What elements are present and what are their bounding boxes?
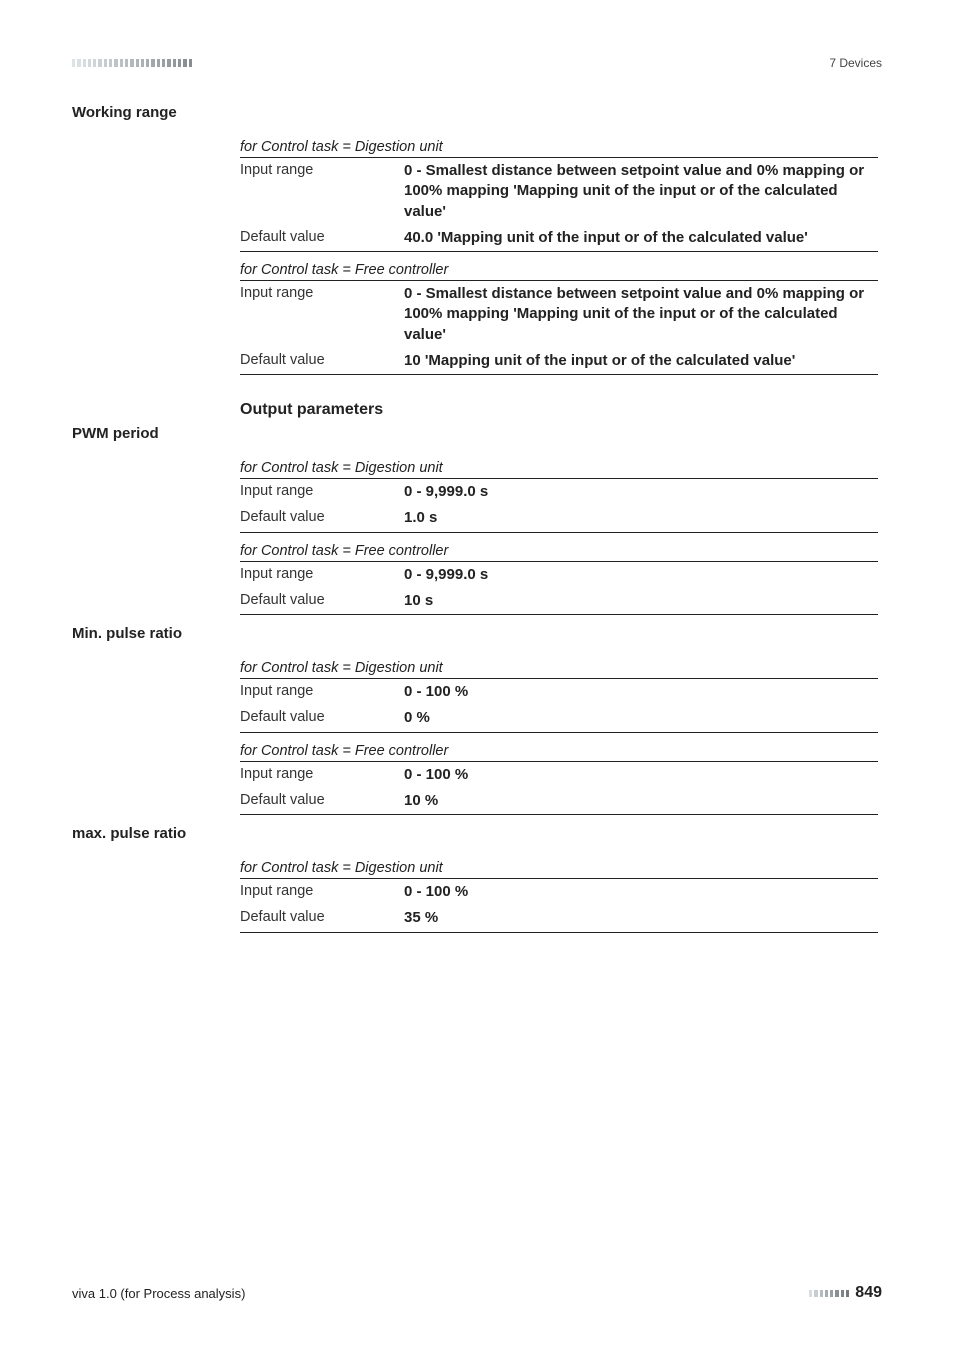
parameter-label: Default value <box>240 351 404 368</box>
section-heading: Working range <box>72 104 882 121</box>
parameter-table: Input range0 - 9,999.0 sDefault value10 … <box>240 561 878 616</box>
parameter-value: 10 s <box>404 591 878 611</box>
ornament-dash <box>167 59 170 67</box>
parameter-label: Default value <box>240 791 404 808</box>
ornament-dash <box>814 1290 817 1297</box>
ornament-dash <box>88 59 91 67</box>
header-ornament-dashes <box>72 59 192 67</box>
table-row: Default value10 'Mapping unit of the inp… <box>240 348 878 374</box>
footer-ornament-dashes <box>809 1290 849 1297</box>
table-row: Input range0 - 100 % <box>240 762 878 788</box>
table-row: Default value35 % <box>240 905 878 931</box>
parameter-value: 10 'Mapping unit of the input or of the … <box>404 351 878 371</box>
ornament-dash <box>125 59 128 67</box>
table-row: Input range0 - 100 % <box>240 679 878 705</box>
parameter-value: 0 - Smallest distance between setpoint v… <box>404 161 878 222</box>
context-caption: for Control task = Free controller <box>240 543 878 559</box>
parameter-label: Default value <box>240 591 404 608</box>
table-row: Input range0 - 9,999.0 s <box>240 562 878 588</box>
table-row: Default value10 s <box>240 588 878 614</box>
table-row: Default value0 % <box>240 705 878 731</box>
ornament-dash <box>183 59 186 67</box>
ornament-dash <box>151 59 154 67</box>
parameter-value: 0 - Smallest distance between setpoint v… <box>404 284 878 345</box>
ornament-dash <box>162 59 165 67</box>
table-row: Default value40.0 'Mapping unit of the i… <box>240 225 878 251</box>
ornament-dash <box>114 59 117 67</box>
page-number: 849 <box>855 1284 882 1302</box>
ornament-dash <box>835 1290 838 1297</box>
parameter-value: 1.0 s <box>404 508 878 528</box>
parameter-value: 0 - 100 % <box>404 682 878 702</box>
context-caption: for Control task = Free controller <box>240 743 878 759</box>
parameter-table: Input range0 - 100 %Default value10 % <box>240 761 878 816</box>
ornament-dash <box>120 59 123 67</box>
chapter-label: 7 Devices <box>829 56 882 70</box>
ornament-dash <box>189 59 192 67</box>
table-row: Input range0 - 9,999.0 s <box>240 479 878 505</box>
parameter-label: Input range <box>240 482 404 499</box>
table-row: Default value10 % <box>240 788 878 814</box>
sub-heading: Output parameters <box>240 401 878 419</box>
footer-product-name: viva 1.0 (for Process analysis) <box>72 1286 245 1301</box>
ornament-dash <box>173 59 176 67</box>
parameter-value: 0 - 100 % <box>404 882 878 902</box>
parameter-label: Input range <box>240 882 404 899</box>
context-caption: for Control task = Digestion unit <box>240 860 878 876</box>
ornament-dash <box>820 1290 823 1297</box>
parameter-value: 0 - 9,999.0 s <box>404 482 878 502</box>
parameter-label: Input range <box>240 682 404 699</box>
ornament-dash <box>83 59 86 67</box>
ornament-dash <box>104 59 107 67</box>
parameter-table: Input range0 - 100 %Default value0 % <box>240 678 878 733</box>
ornament-dash <box>146 59 149 67</box>
ornament-dash <box>77 59 80 67</box>
context-caption: for Control task = Digestion unit <box>240 460 878 476</box>
parameter-value: 10 % <box>404 791 878 811</box>
parameter-value: 0 - 100 % <box>404 765 878 785</box>
ornament-dash <box>841 1290 844 1297</box>
ornament-dash <box>157 59 160 67</box>
parameter-label: Input range <box>240 161 404 178</box>
context-caption: for Control task = Digestion unit <box>240 660 878 676</box>
ornament-dash <box>98 59 101 67</box>
ornament-dash <box>809 1290 812 1297</box>
parameter-value: 0 - 9,999.0 s <box>404 565 878 585</box>
parameter-table: Input range0 - 100 %Default value35 % <box>240 878 878 933</box>
table-row: Default value1.0 s <box>240 505 878 531</box>
context-caption: for Control task = Digestion unit <box>240 139 878 155</box>
ornament-dash <box>109 59 112 67</box>
table-row: Input range0 - Smallest distance between… <box>240 158 878 225</box>
ornament-dash <box>72 59 75 67</box>
page-footer: viva 1.0 (for Process analysis) 849 <box>72 1284 882 1302</box>
table-row: Input range0 - 100 % <box>240 879 878 905</box>
parameter-label: Input range <box>240 765 404 782</box>
parameter-label: Default value <box>240 908 404 925</box>
parameter-label: Default value <box>240 508 404 525</box>
ornament-dash <box>846 1290 849 1297</box>
ornament-dash <box>130 59 133 67</box>
ornament-dash <box>178 59 181 67</box>
section-heading: Min. pulse ratio <box>72 625 882 642</box>
ornament-dash <box>825 1290 828 1297</box>
section-heading: PWM period <box>72 425 882 442</box>
parameter-table: Input range0 - Smallest distance between… <box>240 280 878 375</box>
ornament-dash <box>830 1290 833 1297</box>
parameter-label: Default value <box>240 708 404 725</box>
parameter-label: Input range <box>240 565 404 582</box>
table-row: Input range0 - Smallest distance between… <box>240 281 878 348</box>
parameter-label: Default value <box>240 228 404 245</box>
parameter-table: Input range0 - 9,999.0 sDefault value1.0… <box>240 478 878 533</box>
ornament-dash <box>93 59 96 67</box>
parameter-value: 0 % <box>404 708 878 728</box>
parameter-value: 35 % <box>404 908 878 928</box>
parameter-value: 40.0 'Mapping unit of the input or of th… <box>404 228 878 248</box>
context-caption: for Control task = Free controller <box>240 262 878 278</box>
parameter-table: Input range0 - Smallest distance between… <box>240 157 878 252</box>
page-header: 7 Devices <box>72 56 882 70</box>
section-heading: max. pulse ratio <box>72 825 882 842</box>
ornament-dash <box>136 59 139 67</box>
parameter-label: Input range <box>240 284 404 301</box>
ornament-dash <box>141 59 144 67</box>
